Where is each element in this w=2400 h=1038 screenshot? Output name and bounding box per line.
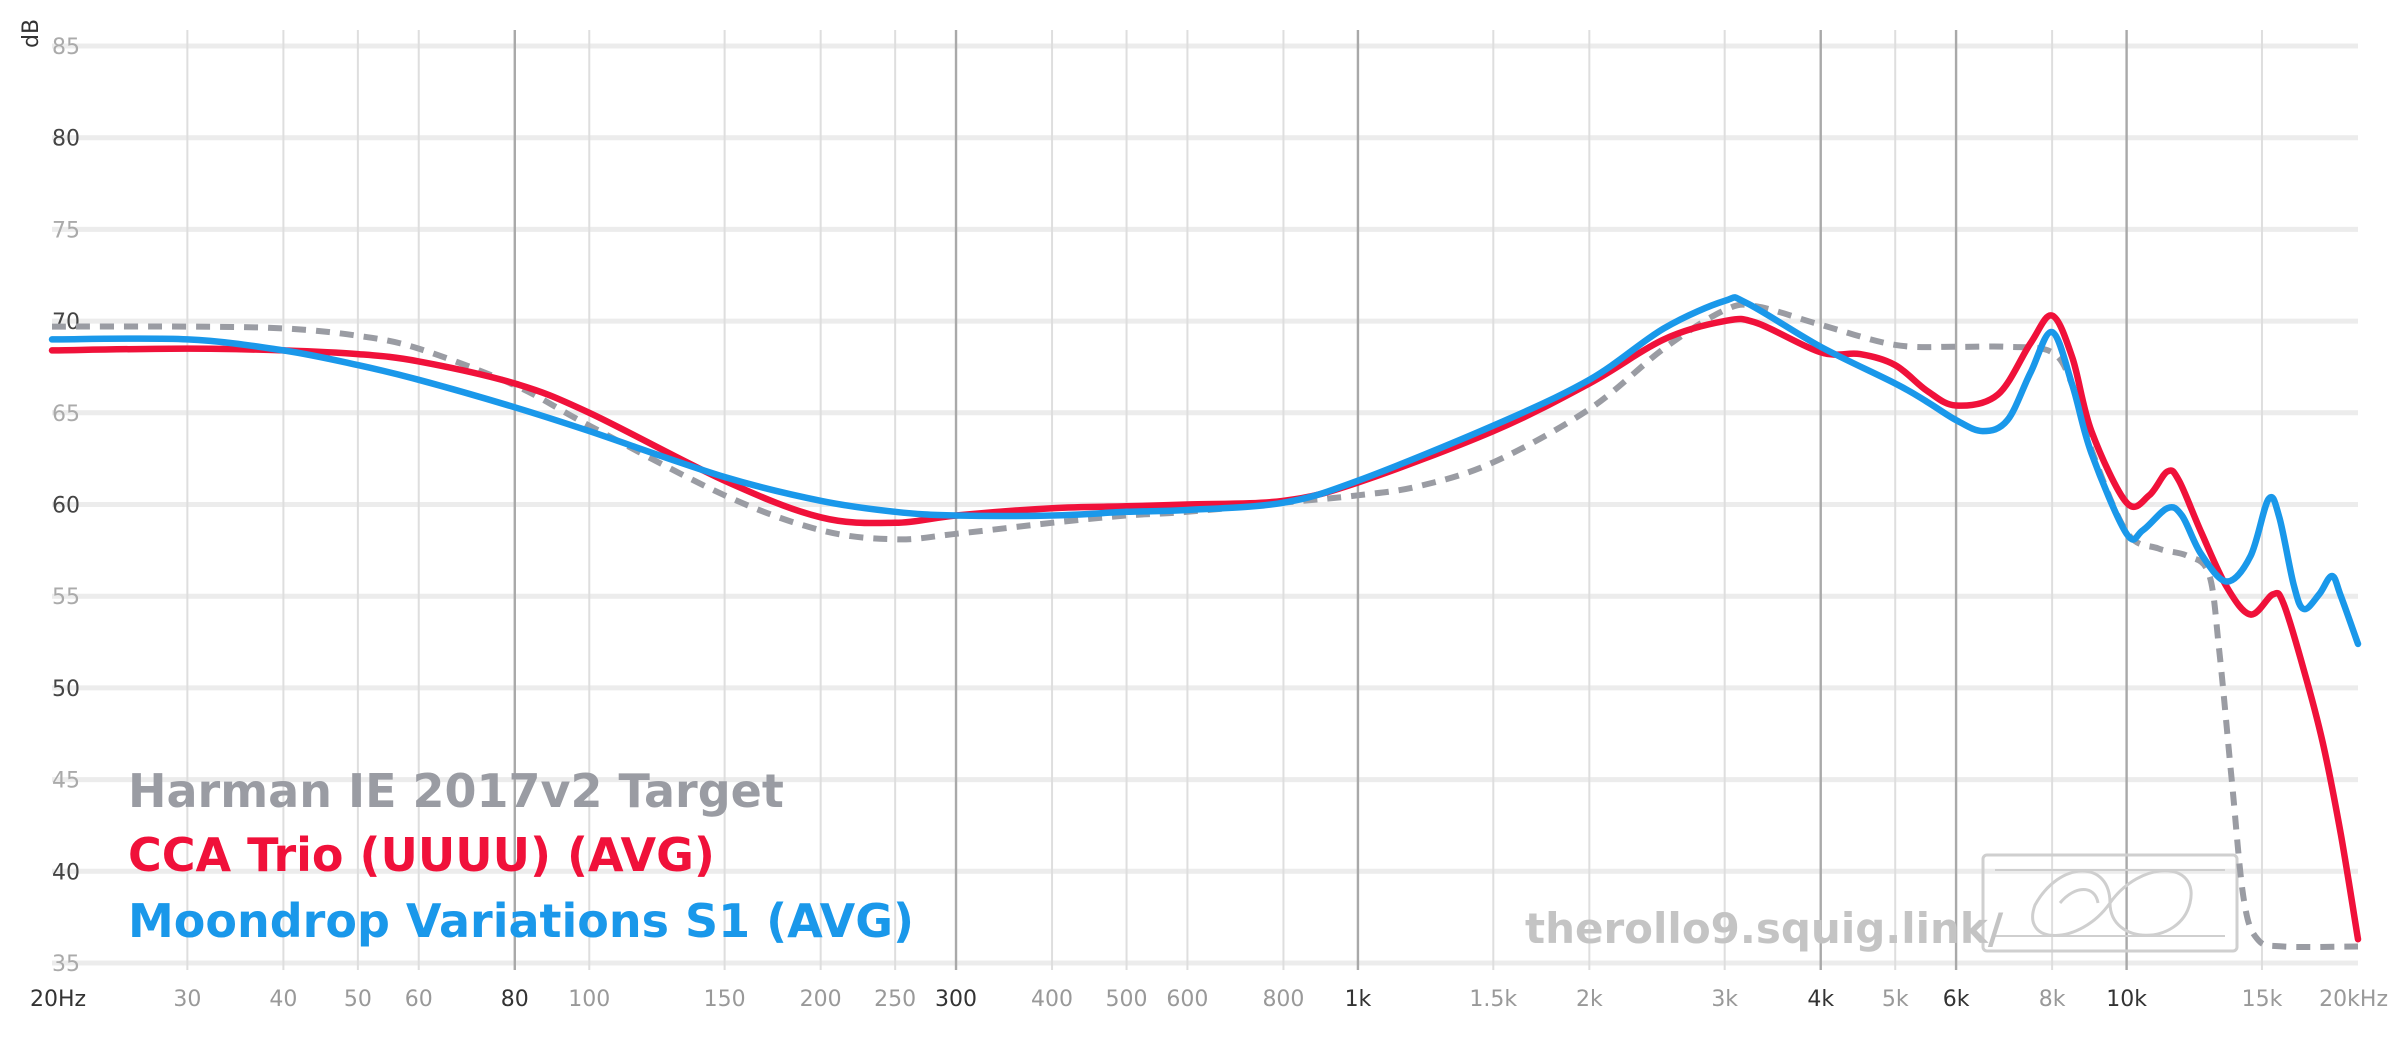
x-tick-label-8k: 8k — [2039, 987, 2066, 1012]
y-tick-label-85: 85 — [52, 35, 80, 60]
y-tick-label-80: 80 — [52, 127, 80, 152]
y-tick-label-40: 40 — [52, 860, 80, 885]
watermark-logo — [1981, 853, 2239, 953]
x-tick-label-250: 250 — [874, 987, 916, 1012]
watermark-text: therollo9.squig.link/ — [1525, 904, 2004, 953]
y-tick-label-50: 50 — [52, 677, 80, 702]
y-tick-label-45: 45 — [52, 769, 80, 794]
x-tick-label-800: 800 — [1262, 987, 1304, 1012]
y-tick-label-60: 60 — [52, 494, 80, 519]
y-axis-label: dB — [19, 19, 44, 48]
x-tick-label-400: 400 — [1031, 987, 1073, 1012]
series-line-moondrop-variations-s1 — [48, 294, 2362, 648]
legend-entry-cca-trio: CCA Trio (UUUU) (AVG) — [128, 828, 715, 882]
legend: Harman IE 2017v2 Target CCA Trio (UUUU) … — [128, 764, 914, 948]
x-tick-label-1.5k: 1.5k — [1469, 987, 1517, 1012]
x-tick-label-40: 40 — [269, 987, 297, 1012]
x-tick-label-60: 60 — [405, 987, 433, 1012]
legend-entry-moondrop-variations-s1: Moondrop Variations S1 (AVG) — [128, 894, 914, 948]
x-tick-label-300: 300 — [935, 987, 977, 1012]
x-tick-label-30: 30 — [173, 987, 201, 1012]
x-tick-label-20kHz: 20kHz — [2319, 987, 2388, 1012]
x-tick-label-50: 50 — [344, 987, 372, 1012]
x-tick-label-100: 100 — [568, 987, 610, 1012]
y-tick-label-65: 65 — [52, 402, 80, 427]
y-tick-label-35: 35 — [52, 952, 80, 977]
x-tick-label-2k: 2k — [1576, 987, 1603, 1012]
y-tick-label-75: 75 — [52, 218, 80, 243]
x-tick-label-80: 80 — [501, 987, 529, 1012]
x-tick-label-10k: 10k — [2106, 987, 2147, 1012]
y-tick-label-70: 70 — [52, 310, 80, 335]
x-tick-label-500: 500 — [1106, 987, 1148, 1012]
x-tick-label-1k: 1k — [1345, 987, 1372, 1012]
x-tick-label-4k: 4k — [1807, 987, 1834, 1012]
x-tick-label-6k: 6k — [1943, 987, 1970, 1012]
y-tick-label-55: 55 — [52, 585, 80, 610]
x-tick-label-3k: 3k — [1711, 987, 1738, 1012]
x-tick-label-150: 150 — [704, 987, 746, 1012]
x-tick-label-600: 600 — [1166, 987, 1208, 1012]
x-tick-label-15k: 15k — [2242, 987, 2283, 1012]
x-tick-label-5k: 5k — [1882, 987, 1909, 1012]
series-lines — [48, 294, 2362, 951]
x-tick-label-20Hz: 20Hz — [30, 987, 86, 1012]
x-axis-tick-labels: 20Hz 30 40 50 60 80 100 150 200 250 300 400 500 600 80… — [30, 987, 2388, 1012]
legend-entry-harman-target: Harman IE 2017v2 Target — [128, 764, 784, 818]
x-tick-label-200: 200 — [800, 987, 842, 1012]
series-line-harman-target — [51, 301, 2359, 951]
y-axis-tick-labels: 35 40 45 50 55 60 65 70 75 80 85 — [52, 35, 80, 977]
